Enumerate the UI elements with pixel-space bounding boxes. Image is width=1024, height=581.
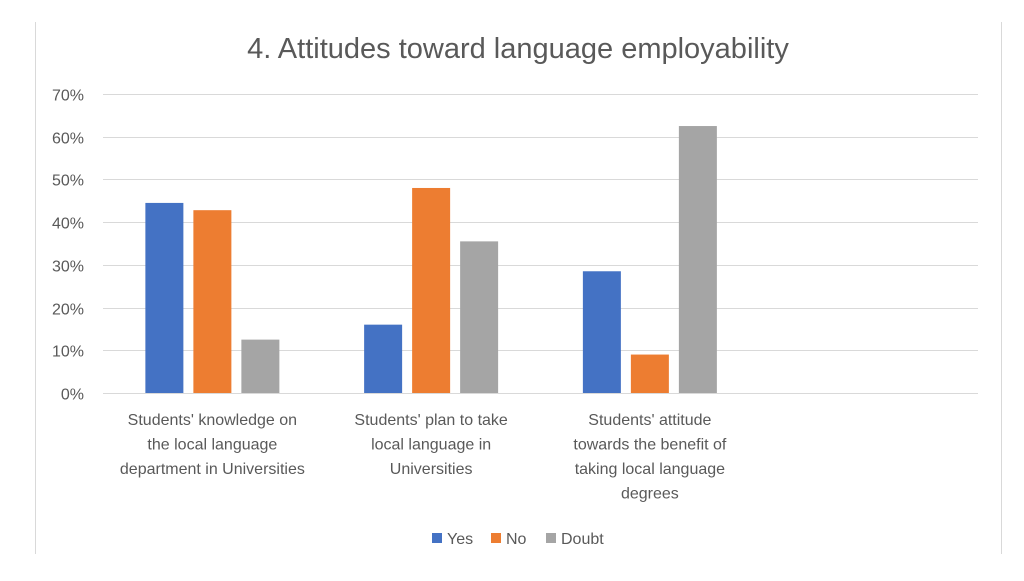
x-category-label: Students' knowledge on <box>128 412 297 429</box>
bar-no-1 <box>412 187 451 393</box>
bar-yes-2 <box>582 271 621 393</box>
bar-yes-0 <box>145 202 184 393</box>
x-category-label: towards the benefit of <box>573 437 727 454</box>
legend-swatch-yes <box>432 533 442 543</box>
x-category-label: department in Universities <box>120 461 305 478</box>
legend-swatch-no <box>491 533 501 543</box>
bar-no-2 <box>630 354 669 393</box>
y-tick-label: 60% <box>52 131 84 148</box>
y-tick-label: 40% <box>52 216 84 233</box>
legend: Yes No Doubt <box>432 531 604 548</box>
y-tick-label: 10% <box>52 344 84 361</box>
x-category-label: degrees <box>621 486 679 503</box>
y-tick-label: 0% <box>61 387 84 404</box>
legend-label-doubt: Doubt <box>561 531 604 548</box>
bar-doubt-0 <box>241 339 280 393</box>
x-category-label: local language in <box>371 437 491 454</box>
x-category-label: Students' attitude <box>588 412 711 429</box>
x-category-label: taking local language <box>575 461 725 478</box>
legend-label-no: No <box>506 531 527 548</box>
y-tick-label: 70% <box>52 88 84 105</box>
chart-title: 4. Attitudes toward language employabili… <box>247 33 789 65</box>
gridlines <box>103 94 978 394</box>
bars <box>145 126 717 394</box>
bar-doubt-2 <box>678 126 717 394</box>
y-tick-label: 30% <box>52 259 84 276</box>
bar-doubt-1 <box>460 241 499 393</box>
bar-yes-1 <box>364 324 403 393</box>
x-category-label: Students' plan to take <box>354 412 507 429</box>
y-tick-label: 50% <box>52 173 84 190</box>
legend-label-yes: Yes <box>447 531 473 548</box>
x-axis-category-labels: Students' knowledge on the local language… <box>120 412 727 503</box>
legend-swatch-doubt <box>546 533 556 543</box>
bar-no-0 <box>193 210 232 393</box>
y-tick-label: 20% <box>52 302 84 319</box>
x-category-label: the local language <box>147 437 277 454</box>
y-axis-tick-labels: 0% 10% 20% 30% 40% 50% 60% 70% <box>52 88 84 404</box>
x-category-label: Universities <box>390 461 473 478</box>
